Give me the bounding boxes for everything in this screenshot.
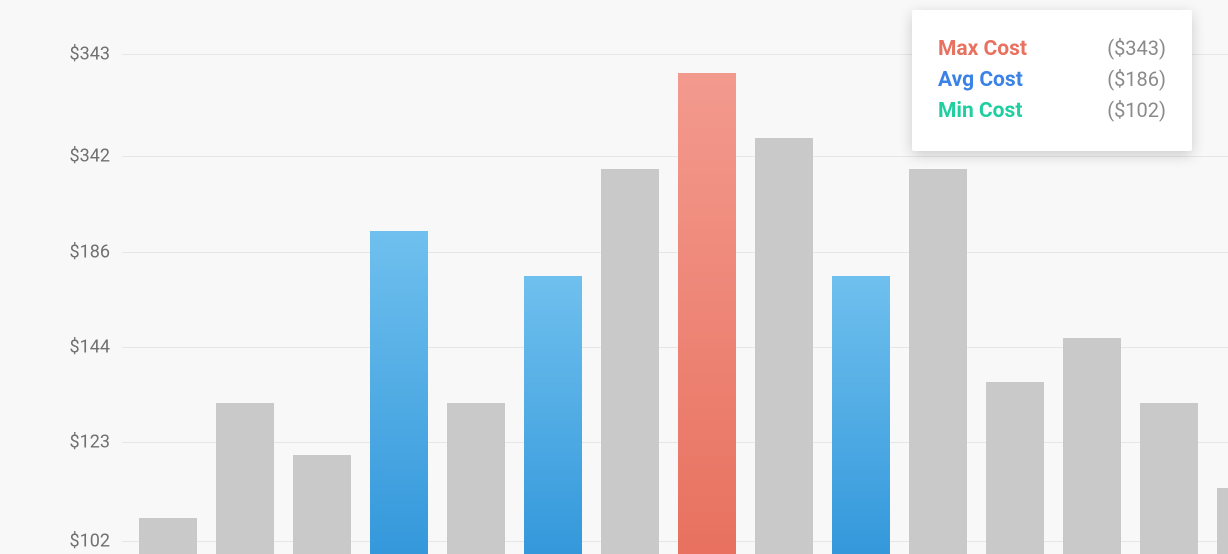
legend-row-max: Max Cost ($343): [938, 36, 1166, 61]
bar: [1063, 338, 1121, 554]
bar: [524, 276, 582, 554]
legend-label-min: Min Cost: [938, 99, 1022, 123]
ytick-label: $123: [0, 432, 110, 453]
bar: [909, 169, 967, 554]
ytick-label: $144: [0, 337, 110, 358]
bar: [1217, 488, 1228, 554]
legend-value-max: ($343): [1107, 36, 1166, 60]
bar: [370, 231, 428, 554]
legend-row-min: Min Cost ($102): [938, 98, 1166, 123]
bar: [832, 276, 890, 554]
bar: [447, 403, 505, 554]
legend-label-avg: Avg Cost: [938, 68, 1023, 92]
legend-value-min: ($102): [1107, 98, 1166, 122]
legend-label-max: Max Cost: [938, 37, 1027, 61]
bar: [216, 403, 274, 554]
legend-card: Max Cost ($343) Avg Cost ($186) Min Cost…: [912, 10, 1192, 151]
bar: [678, 73, 736, 554]
ytick-label: $342: [0, 146, 110, 167]
bar: [601, 169, 659, 554]
bar: [293, 455, 351, 554]
bar: [139, 518, 197, 554]
ytick-label: $102: [0, 531, 110, 552]
legend-value-avg: ($186): [1107, 67, 1166, 91]
bar: [755, 138, 813, 554]
cost-chart: $343 $342 $186 $144 $123 $102 Max Cost (…: [0, 0, 1228, 554]
bar: [1140, 403, 1198, 554]
ytick-label: $186: [0, 242, 110, 263]
ytick-label: $343: [0, 44, 110, 65]
legend-row-avg: Avg Cost ($186): [938, 67, 1166, 92]
bar: [986, 382, 1044, 554]
